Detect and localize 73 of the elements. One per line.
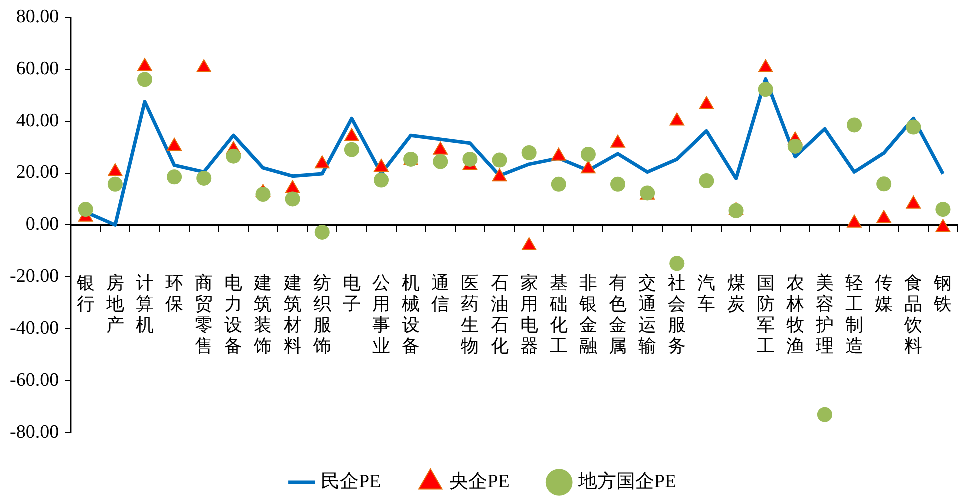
y-tick-label: -20.00 — [10, 266, 60, 288]
point — [108, 176, 123, 192]
x-tick-label: 美容护理 — [814, 272, 834, 356]
point — [788, 138, 803, 154]
point — [344, 142, 360, 158]
point — [580, 147, 596, 162]
legend-label: 地方国企PE — [577, 470, 677, 492]
x-tick-label: 轻工制造 — [846, 272, 864, 356]
point — [256, 187, 271, 202]
x-tick-label: 社会服务 — [668, 272, 686, 356]
y-tick-label: 0.00 — [26, 214, 60, 236]
point — [699, 174, 714, 189]
point — [522, 145, 537, 160]
point — [847, 118, 862, 133]
point — [936, 202, 951, 218]
point — [492, 152, 508, 168]
x-tick-label: 非银金融 — [578, 272, 598, 356]
x-tick-label: 国防军工 — [756, 272, 775, 356]
x-tick-label: 房地产 — [105, 272, 124, 335]
x-tick-label: 钢铁 — [933, 272, 952, 314]
x-tick-label: 汽车 — [698, 272, 716, 314]
point — [728, 203, 744, 218]
x-tick-label: 石油石化 — [490, 272, 509, 356]
x-tick-label: 基础化工 — [548, 272, 568, 356]
x-tick-label: 交通运输 — [638, 272, 657, 356]
x-tick-label: 计算机 — [136, 272, 154, 335]
point — [817, 407, 832, 422]
point — [906, 120, 922, 135]
x-tick-label: 建筑装饰 — [253, 272, 272, 356]
point — [167, 170, 182, 185]
x-tick-label: 纺织服饰 — [312, 272, 332, 356]
x-tick-label: 机械设备 — [402, 272, 420, 356]
y-tick-label: 20.00 — [16, 162, 60, 184]
x-tick-label: 农林牧渔 — [785, 272, 804, 356]
point — [374, 172, 389, 188]
x-tick-label: 电子 — [342, 272, 361, 314]
point — [876, 176, 892, 192]
x-tick-label: 有色金属 — [609, 272, 628, 356]
x-tick-label: 环保 — [166, 272, 184, 314]
y-tick-label: -80.00 — [10, 422, 60, 443]
y-tick-label: -40.00 — [10, 318, 60, 340]
x-tick-label: 银行 — [76, 272, 95, 314]
y-tick-label: 60.00 — [16, 58, 60, 80]
y-tick-label: 40.00 — [16, 110, 60, 132]
point — [78, 202, 94, 218]
point — [226, 148, 242, 164]
point — [433, 154, 448, 170]
x-tick-label: 家用电器 — [520, 272, 538, 356]
x-tick-label: 传媒 — [875, 272, 894, 314]
point — [551, 176, 566, 192]
x-tick-label: 商贸零售 — [195, 272, 214, 356]
x-tick-label: 公用事业 — [372, 272, 390, 356]
point — [314, 224, 330, 240]
point — [462, 152, 478, 167]
x-tick-label: 建筑材料 — [282, 272, 302, 356]
y-tick-label: 80.00 — [16, 6, 60, 28]
point — [670, 256, 685, 272]
legend-label: 民企PE — [320, 471, 382, 492]
x-tick-label: 电力设备 — [224, 272, 243, 356]
point — [610, 176, 626, 192]
x-tick-label: 煤炭 — [727, 272, 746, 314]
point — [196, 60, 212, 73]
x-tick-label: 食品饮料 — [904, 272, 923, 356]
x-tick-label: 医药生物 — [461, 272, 480, 356]
y-tick-label: -60.00 — [10, 370, 60, 392]
point — [137, 72, 152, 88]
point — [285, 192, 300, 207]
x-tick-label: 通信 — [432, 272, 450, 314]
point — [758, 82, 774, 98]
point — [758, 60, 774, 73]
point — [196, 170, 212, 186]
point — [138, 58, 152, 72]
legend-label: 央企PE — [450, 471, 510, 492]
